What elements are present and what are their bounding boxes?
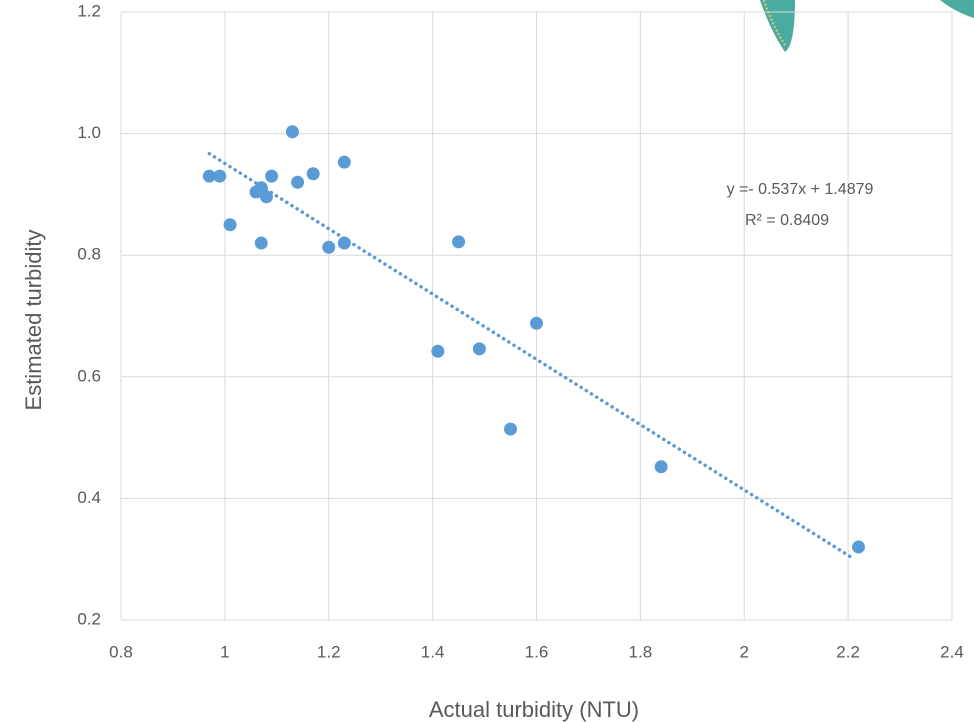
point bbox=[291, 175, 305, 189]
x-tick-label: 1.2 bbox=[317, 642, 341, 661]
trendline-equation: y =- 0.537x + 1.4879 bbox=[727, 181, 874, 198]
point bbox=[306, 167, 320, 181]
y-tick-label: 1.2 bbox=[77, 1, 101, 20]
trendline-r-squared: R² = 0.8409 bbox=[745, 212, 829, 229]
y-tick-label: 1.0 bbox=[77, 123, 101, 142]
point bbox=[223, 218, 237, 232]
x-tick-label: 0.8 bbox=[109, 642, 133, 661]
point bbox=[337, 155, 351, 169]
y-tick-label: 0.4 bbox=[77, 488, 101, 507]
y-tick-label: 0.2 bbox=[77, 609, 101, 628]
point bbox=[431, 344, 445, 358]
trendline bbox=[207, 151, 856, 561]
point bbox=[337, 236, 351, 250]
y-tick-label: 0.8 bbox=[77, 245, 101, 264]
point bbox=[472, 342, 486, 356]
point bbox=[852, 540, 866, 554]
decoration bbox=[760, 0, 974, 52]
point bbox=[259, 190, 273, 204]
x-axis-title: Actual turbidity (NTU) bbox=[429, 697, 639, 722]
point bbox=[213, 169, 227, 183]
x-tick-label: 1.6 bbox=[525, 642, 549, 661]
x-tick-label: 2.2 bbox=[836, 642, 860, 661]
x-tick-label: 1 bbox=[220, 642, 229, 661]
x-tick-label: 1.4 bbox=[421, 642, 445, 661]
point bbox=[654, 460, 668, 474]
x-tick-label: 2 bbox=[740, 642, 749, 661]
point bbox=[265, 169, 279, 183]
point bbox=[452, 235, 466, 249]
x-tick-label: 2.4 bbox=[940, 642, 964, 661]
point bbox=[285, 125, 299, 139]
point bbox=[322, 240, 336, 254]
x-tick-label: 1.8 bbox=[629, 642, 653, 661]
y-tick-label: 0.6 bbox=[77, 366, 101, 385]
point bbox=[254, 236, 268, 250]
point bbox=[202, 169, 216, 183]
point bbox=[504, 422, 518, 436]
point bbox=[530, 316, 543, 330]
y-axis-title: Estimated turbidity bbox=[21, 230, 46, 411]
